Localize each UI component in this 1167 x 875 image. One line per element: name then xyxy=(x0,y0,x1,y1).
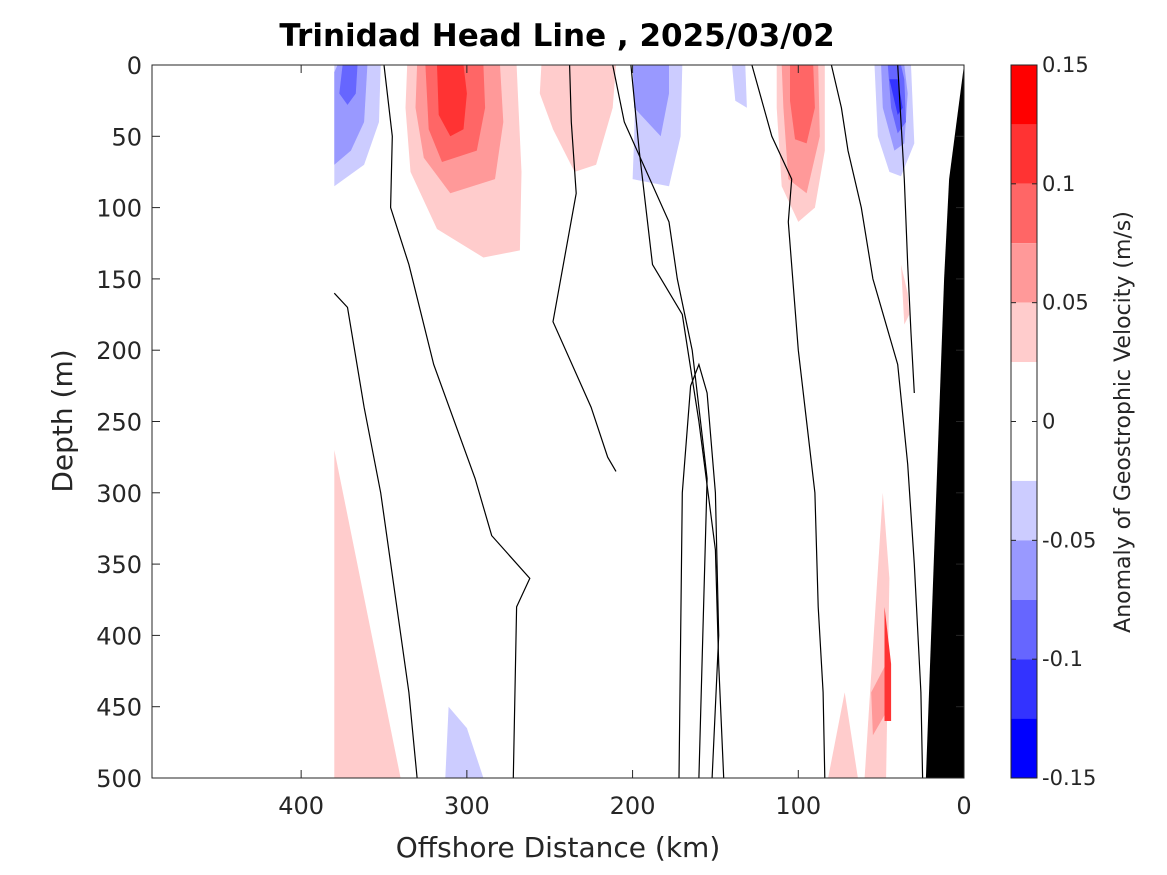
velocity-region-7 xyxy=(437,65,467,137)
velocity-region-28 xyxy=(828,692,858,778)
colorbar-swatch-2 xyxy=(1011,183,1037,244)
velocity-region-12 xyxy=(723,65,766,165)
zero-contour-8 xyxy=(678,362,720,779)
colorbar xyxy=(1010,64,1038,779)
velocity-region-25 xyxy=(428,478,522,778)
y-tick-label: 350 xyxy=(96,551,142,579)
x-tick-label: 300 xyxy=(444,792,490,820)
y-tick-label: 250 xyxy=(96,409,142,437)
x-tick-label: 200 xyxy=(610,792,656,820)
x-tick-label: 100 xyxy=(775,792,821,820)
zero-contour-7 xyxy=(612,64,708,779)
colorbar-swatch-3 xyxy=(1011,243,1037,303)
colorbar-swatch-7 xyxy=(1011,480,1037,541)
bathymetry-seafloor xyxy=(925,65,964,778)
colorbar-tick-label: -0.05 xyxy=(1042,528,1096,552)
zero-contour-2 xyxy=(552,64,617,472)
colorbar-swatch-5 xyxy=(1011,362,1037,422)
velocity-region-22 xyxy=(824,207,840,336)
velocity-region-27 xyxy=(775,549,802,778)
x-axis-label: Offshore Distance (km) xyxy=(396,831,721,864)
y-tick-labels: 0 50 100 150 200 250 300 350 400 450 500 xyxy=(96,52,142,793)
x-tick-label: 400 xyxy=(278,792,324,820)
colorbar-swatch-0 xyxy=(1011,65,1037,125)
y-tick-label: 300 xyxy=(96,480,142,508)
zero-contour-3 xyxy=(630,64,725,779)
colorbar-tick-label: -0.1 xyxy=(1042,647,1083,671)
colorbar-swatch-9 xyxy=(1011,599,1037,660)
colorbar-tick-label: 0.15 xyxy=(1042,53,1089,77)
velocity-region-13 xyxy=(732,65,747,108)
colorbar-swatch-6 xyxy=(1011,421,1037,481)
zero-velocity-contours xyxy=(333,64,924,779)
y-tick-label: 100 xyxy=(96,195,142,223)
colorbar-label: Anomaly of Geostrophic Velocity (m/s) xyxy=(1111,211,1136,633)
plot-area xyxy=(151,64,965,779)
colorbar-tick-label: -0.15 xyxy=(1042,766,1096,790)
zero-contour-6 xyxy=(897,64,915,394)
colorbar-tick-label: 0.1 xyxy=(1042,172,1075,196)
velocity-region-21 xyxy=(889,79,903,115)
zero-contour-4 xyxy=(751,64,826,779)
velocity-region-16 xyxy=(790,65,815,144)
velocity-region-26 xyxy=(445,706,484,778)
zero-contour-5 xyxy=(830,64,924,779)
velocity-filled-contours xyxy=(334,65,923,778)
x-tick-label: 0 xyxy=(956,792,971,820)
colorbar-swatch-8 xyxy=(1011,540,1037,600)
y-axis-label: Depth (m) xyxy=(46,349,79,492)
colorbar-swatch-1 xyxy=(1011,124,1037,184)
colorbar-swatch-11 xyxy=(1011,718,1037,778)
zero-contour-1 xyxy=(383,64,531,779)
y-tick-label: 200 xyxy=(96,337,142,365)
velocity-region-24 xyxy=(334,450,401,778)
colorbar-tick-label: 0 xyxy=(1042,410,1055,434)
x-tick-labels: 400 300 200 100 0 xyxy=(278,792,971,820)
colorbar-swatch-10 xyxy=(1011,659,1037,719)
y-tick-label: 0 xyxy=(127,52,142,80)
zero-contour-0 xyxy=(333,292,418,779)
colorbar-tick-label: 0.05 xyxy=(1042,291,1089,315)
chart-title: Trinidad Head Line , 2025/03/02 xyxy=(279,18,834,54)
y-tick-label: 450 xyxy=(96,694,142,722)
velocity-region-31 xyxy=(884,606,892,721)
y-tick-label: 400 xyxy=(96,622,142,650)
velocity-region-11 xyxy=(602,65,669,137)
velocity-region-8 xyxy=(539,65,616,172)
y-tick-label: 150 xyxy=(96,266,142,294)
y-tick-label: 500 xyxy=(96,765,142,793)
plot-background xyxy=(152,65,964,778)
colorbar-swatch-4 xyxy=(1011,302,1037,363)
axis-ticks xyxy=(152,64,965,779)
colorbar-tick-labels: 0.15 0.1 0.05 0 -0.05 -0.1 -0.15 xyxy=(1042,53,1096,790)
y-tick-label: 50 xyxy=(111,123,142,151)
velocity-region-3 xyxy=(339,65,358,105)
velocity-region-23 xyxy=(901,264,910,325)
